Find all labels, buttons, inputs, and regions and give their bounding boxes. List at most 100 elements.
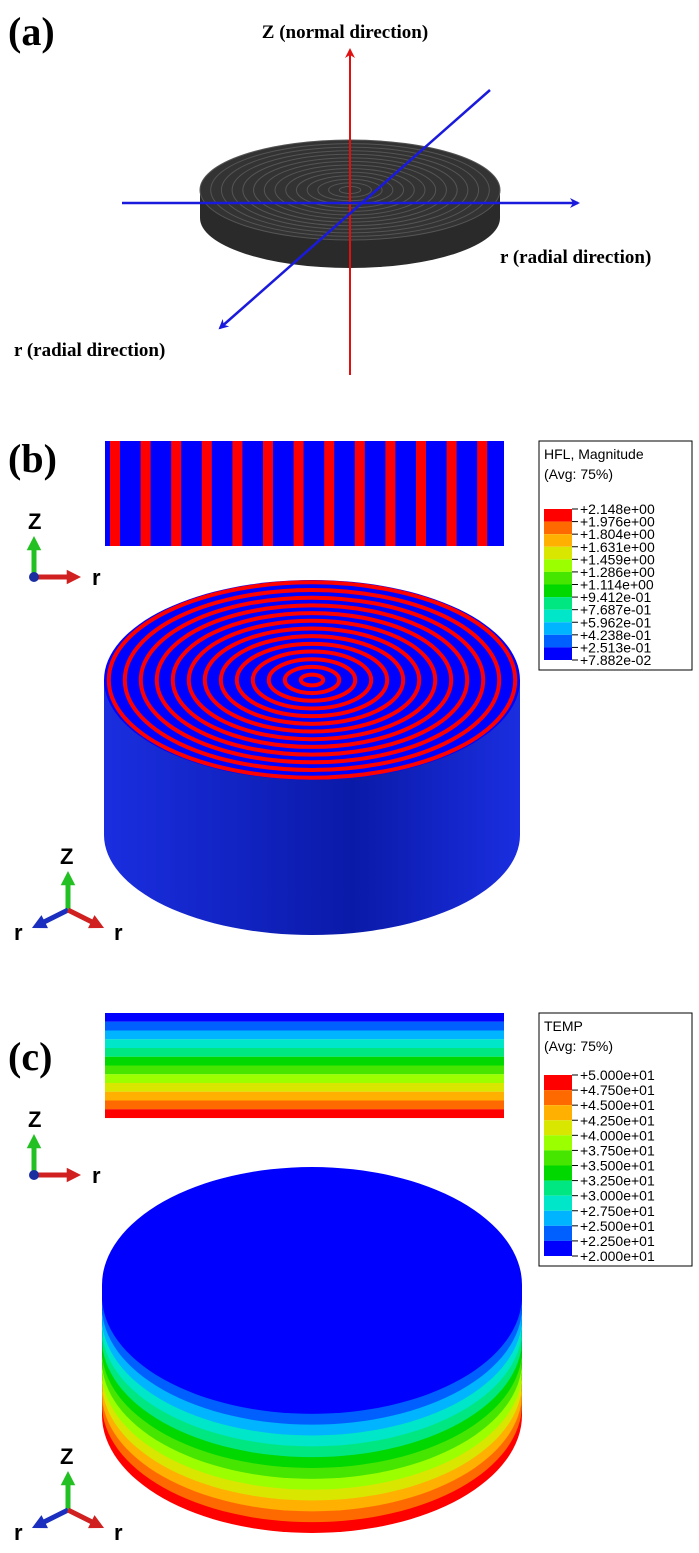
legend-value: +2.250e+01 (580, 1233, 655, 1249)
ring (106, 580, 518, 780)
band (105, 1100, 504, 1110)
triad-label: r (114, 1520, 123, 1545)
ring (186, 618, 438, 742)
disk (102, 1167, 522, 1533)
band (105, 1065, 504, 1075)
color-swatch (544, 647, 572, 660)
color-swatch (544, 559, 572, 572)
legend-value: +1.631e+00 (580, 539, 655, 555)
band (105, 1091, 504, 1101)
color-swatch (544, 1240, 572, 1256)
panel-label: (b) (8, 436, 57, 481)
color-swatch (544, 1180, 572, 1196)
axis-label: r (radial direction) (14, 340, 165, 361)
ring (122, 588, 502, 772)
triad-head (60, 1471, 76, 1486)
ring (250, 649, 374, 711)
stripe (140, 441, 151, 546)
triad-label: r (14, 920, 23, 945)
cross-section (105, 441, 504, 546)
triad-origin (29, 572, 39, 582)
ring (298, 672, 326, 688)
legend-value: +1.976e+00 (580, 514, 655, 530)
color-swatch (544, 1090, 572, 1106)
legend-value: +2.750e+01 (580, 1203, 655, 1219)
color-swatch (544, 1150, 572, 1166)
ring (202, 626, 422, 734)
axis-label: r (radial direction) (500, 247, 651, 268)
color-swatch (544, 1165, 572, 1181)
legend: HFL, Magnitude (Avg: 75%) +2.148e+00+1.976… (538, 440, 693, 671)
color-swatch (544, 546, 572, 560)
ring (170, 611, 454, 749)
legend-title: TEMP (544, 1018, 583, 1034)
band (105, 1021, 504, 1031)
legend-value: +4.000e+01 (580, 1127, 655, 1143)
legend-value: +7.687e-01 (580, 602, 651, 618)
legend-value: +1.459e+00 (580, 551, 655, 567)
triad-head (66, 569, 81, 585)
axis-label: Z (normal direction) (262, 22, 428, 43)
ring (266, 657, 358, 703)
stripe (232, 441, 243, 546)
triad-head (26, 1134, 42, 1149)
legend-subtitle: (Avg: 75%) (544, 466, 613, 482)
disk-top (102, 1167, 522, 1403)
ring (234, 641, 390, 719)
legend-value: +1.114e+00 (580, 577, 654, 593)
color-swatch (544, 1135, 572, 1151)
legend-value: +4.250e+01 (580, 1112, 655, 1128)
triad-label: Z (60, 844, 73, 869)
triad-label: r (92, 1163, 101, 1188)
ring (282, 664, 342, 696)
color-swatch (544, 609, 572, 623)
band (105, 1109, 504, 1119)
legend-value: +4.500e+01 (580, 1097, 655, 1113)
color-swatch (544, 634, 572, 648)
legend-value: +5.000e+01 (580, 1067, 655, 1083)
legend-value: +1.804e+00 (580, 526, 655, 542)
legend-value: +5.962e-01 (580, 614, 651, 630)
band (105, 1013, 504, 1022)
color-swatch (544, 571, 572, 585)
legend-title: HFL, Magnitude (544, 446, 644, 462)
triad-label: r (114, 920, 123, 945)
legend-value: +2.148e+00 (580, 501, 655, 517)
band (105, 1048, 504, 1057)
band (105, 1039, 504, 1049)
legend: TEMP (Avg: 75%) +5.000e+01+4.750e+01+4.500… (538, 1012, 693, 1267)
stripe (477, 441, 488, 546)
stripe (324, 441, 335, 546)
legend-value: +1.286e+00 (580, 564, 655, 580)
triad-label: r (14, 1520, 23, 1545)
triad-head (66, 1167, 81, 1183)
triad-head (88, 1515, 105, 1529)
disk-top (104, 580, 520, 780)
triad-head (88, 915, 105, 929)
legend-value: +3.750e+01 (580, 1142, 655, 1158)
ring (218, 634, 406, 726)
color-swatch (544, 1195, 572, 1211)
stripe (201, 441, 212, 546)
strip (105, 441, 504, 546)
legend-value: +2.513e-01 (580, 639, 651, 655)
legend-value: +9.412e-01 (580, 589, 651, 605)
ring (154, 603, 470, 757)
triad-head (31, 1515, 48, 1529)
legend-subtitle: (Avg: 75%) (544, 1038, 613, 1054)
triad-label: Z (28, 509, 41, 534)
legend-value: +3.500e+01 (580, 1158, 655, 1174)
band (105, 1056, 504, 1066)
color-swatch (544, 597, 572, 610)
color-swatch (544, 1105, 572, 1121)
legend-value: +2.500e+01 (580, 1218, 655, 1234)
color-swatch (544, 1120, 572, 1136)
triad-label: Z (60, 1444, 73, 1469)
band (105, 1074, 504, 1084)
legend-value: +4.750e+01 (580, 1082, 655, 1098)
panel-label: (c) (8, 1034, 52, 1079)
color-swatch (544, 1210, 572, 1226)
triad-head (26, 536, 42, 551)
stripe (416, 441, 426, 546)
